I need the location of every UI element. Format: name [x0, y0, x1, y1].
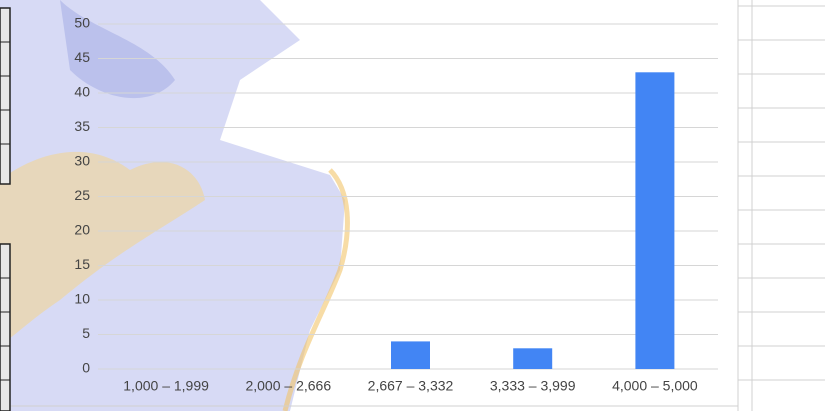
y-tick-label: 50 — [74, 15, 90, 31]
y-tick-label: 40 — [74, 84, 90, 100]
x-tick-label: 2,667 – 3,332 — [368, 378, 454, 394]
y-tick-label: 0 — [82, 360, 90, 376]
y-tick-label: 10 — [74, 291, 90, 307]
x-tick-label: 1,000 – 1,999 — [123, 378, 209, 394]
x-tick-label: 4,000 – 5,000 — [612, 378, 698, 394]
y-tick-label: 25 — [74, 187, 90, 203]
bar — [635, 72, 675, 370]
y-tick-label: 5 — [82, 325, 90, 341]
y-tick-label: 30 — [74, 153, 90, 169]
bar — [391, 341, 430, 369]
y-tick-label: 20 — [74, 222, 90, 238]
y-tick-label: 35 — [74, 118, 90, 134]
y-tick-label: 15 — [74, 256, 90, 272]
y-tick-label: 45 — [74, 49, 90, 65]
x-tick-label: 3,333 – 3,999 — [490, 378, 576, 394]
bar — [513, 348, 553, 369]
x-tick-label: 2,000 – 2,666 — [245, 378, 331, 394]
